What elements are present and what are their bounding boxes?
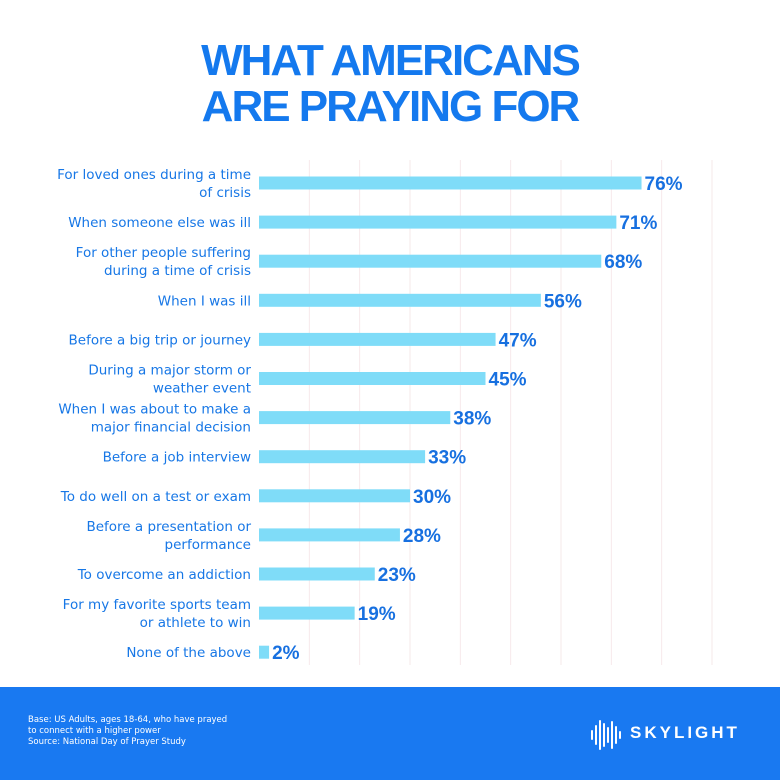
- data-label: 45%: [489, 370, 527, 391]
- category-label: None of the above: [126, 645, 251, 661]
- category-label: To do well on a test or exam: [60, 489, 251, 505]
- bar: [259, 332, 496, 346]
- bar: [259, 372, 486, 385]
- category-label: Before a job interview: [103, 450, 251, 466]
- data-label: 30%: [413, 487, 451, 508]
- category-label: Before a big trip or journey: [69, 332, 251, 348]
- category-label: For my favorite sports team: [63, 597, 251, 613]
- data-label: 19%: [358, 604, 396, 625]
- category-label: To overcome an addiction: [77, 567, 251, 583]
- category-label: When I was about to make a: [58, 402, 251, 418]
- source-note-line-3: Source: National Day of Prayer Study: [28, 737, 186, 747]
- bar: [259, 254, 602, 268]
- bar: [259, 606, 355, 620]
- source-note-line-1: Base: US Adults, ages 18-64, who have pr…: [28, 715, 228, 725]
- data-label: 68%: [604, 252, 642, 273]
- footer-banner: Base: US Adults, ages 18-64, who have pr…: [0, 687, 780, 780]
- category-label: performance: [165, 537, 251, 553]
- bar-chart: 76% For loved ones during a time of crisis…: [57, 160, 713, 665]
- category-label: or athlete to win: [140, 615, 251, 631]
- bar: [259, 215, 617, 229]
- data-label: 23%: [378, 565, 416, 586]
- data-label: 76%: [645, 174, 683, 195]
- bar: [259, 176, 642, 190]
- data-label: 56%: [544, 291, 582, 312]
- chart-title-line-1: WHAT AMERICANS: [201, 36, 581, 85]
- bar: [259, 645, 270, 659]
- category-label: major financial decision: [91, 420, 251, 436]
- category-label: When someone else was ill: [68, 215, 251, 231]
- chart-title: WHAT AMERICANS ARE PRAYING FOR: [0, 38, 780, 130]
- category-label: During a major storm or: [88, 363, 251, 379]
- category-label: of crisis: [199, 185, 251, 201]
- data-label: 71%: [619, 213, 657, 234]
- category-label: weather event: [153, 381, 251, 397]
- bar: [259, 567, 375, 581]
- data-label: 38%: [453, 409, 491, 430]
- source-note: Base: US Adults, ages 18-64, who have pr…: [28, 715, 227, 748]
- category-label: For other people suffering: [76, 245, 251, 261]
- bar: [259, 489, 410, 503]
- data-label: 2%: [272, 643, 300, 664]
- data-label: 28%: [403, 526, 441, 547]
- logo-wordmark: SKYLIGHT: [630, 723, 740, 742]
- chart-title-line-2: ARE PRAYING FOR: [201, 82, 581, 131]
- bar: [259, 411, 451, 425]
- bar: [259, 450, 426, 464]
- soundwave-icon: [591, 720, 621, 750]
- category-label: When I was ill: [158, 293, 251, 309]
- bar: [259, 528, 400, 542]
- category-label: during a time of crisis: [104, 263, 251, 279]
- bar: [259, 293, 541, 307]
- category-label: For loved ones during a time: [57, 167, 251, 183]
- category-label: Before a presentation or: [86, 519, 251, 535]
- data-label: 33%: [428, 448, 466, 469]
- source-note-line-2: to connect with a higher power: [28, 726, 161, 736]
- skylight-logo: SKYLIGHT: [590, 717, 760, 753]
- data-label: 47%: [499, 330, 537, 351]
